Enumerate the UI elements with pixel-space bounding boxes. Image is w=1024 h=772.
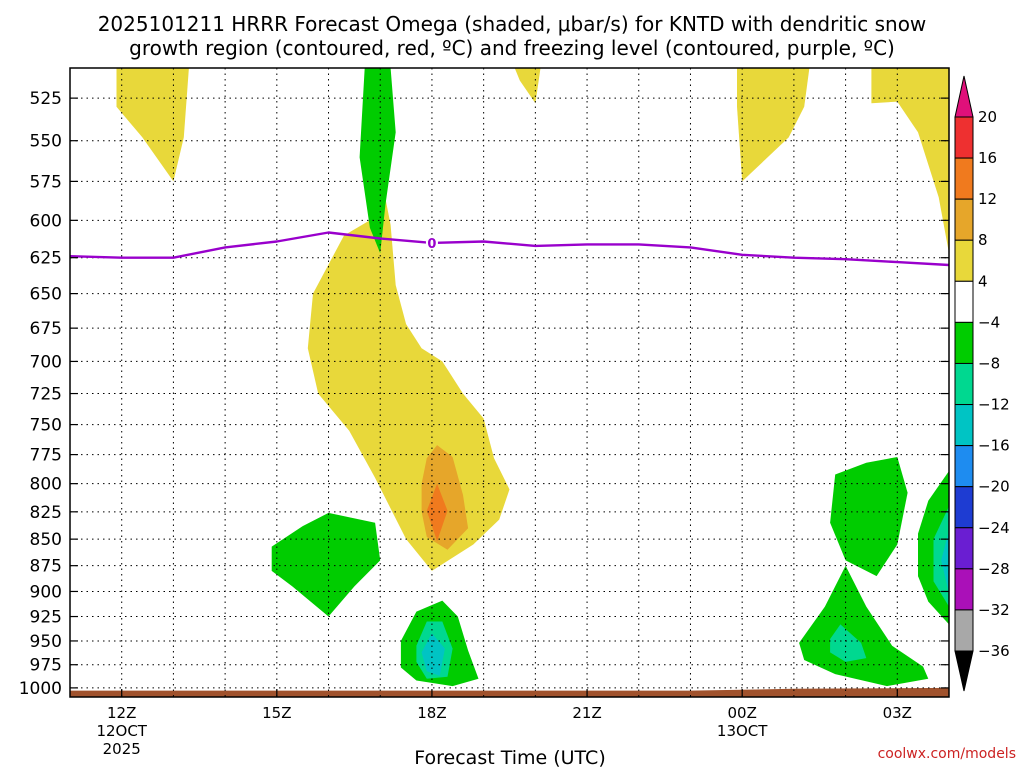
x-axis-label: Forecast Time (UTC) [414, 747, 605, 768]
colorbar-label: −28 [978, 560, 1010, 578]
x-tick-label: 21Z [572, 704, 601, 722]
y-tick-label: 575 [30, 172, 62, 192]
colorbar: 20 16 12 8 4 −4 −8 −12 −16 −20 −24 −28 −32 −36 [954, 75, 1010, 692]
y-tick-label: 800 [30, 475, 62, 495]
colorbar-bin [954, 527, 974, 570]
y-tick-label: 675 [30, 319, 62, 339]
freezing-level-line [70, 231, 949, 267]
colorbar-label: −36 [978, 642, 1010, 660]
y-tick-label: 775 [30, 446, 62, 466]
x-tick-date: 13OCT [717, 722, 768, 740]
colorbar-label: 8 [978, 231, 988, 249]
colorbar-label: 20 [978, 108, 997, 126]
y-tick-label: 950 [30, 632, 62, 652]
y-tick-label: 825 [30, 503, 62, 523]
y-axis: 525 550 575 600 625 650 675 700 725 750 775 800 825 8… [19, 89, 949, 699]
freezing-level-label-bg [425, 234, 438, 249]
freezing-level-label: 0 [427, 237, 436, 252]
y-tick-label: 875 [30, 557, 62, 577]
x-tick-date: 12OCT [96, 722, 147, 740]
colorbar-label: −20 [978, 478, 1010, 496]
y-tick-label: 750 [30, 416, 62, 436]
y-tick-label: 900 [30, 582, 62, 602]
y-tick-label: 700 [30, 352, 62, 372]
omega-negative-mid-left [271, 512, 381, 617]
y-tick-label: 1000 [19, 679, 62, 699]
plot-frame [69, 67, 950, 698]
chart-title-line1: 2025101211 HRRR Forecast Omega (shaded, … [98, 12, 927, 36]
y-tick-label: 975 [30, 656, 62, 676]
colorbar-bin [954, 280, 974, 323]
colorbar-label: −8 [978, 354, 1000, 372]
y-tick-label: 650 [30, 285, 62, 305]
ground-terrain [70, 687, 949, 697]
x-tick-year: 2025 [103, 740, 141, 758]
omega-negative-right-lower-10 [830, 624, 867, 662]
colorbar-bin [954, 321, 974, 364]
y-tick-label: 625 [30, 249, 62, 269]
omega-positive-upper-left [116, 68, 189, 182]
plot-area: 0 [69, 67, 950, 698]
colorbar-label: −12 [978, 396, 1010, 414]
x-tick-label: 15Z [262, 704, 291, 722]
y-tick-label: 925 [30, 608, 62, 628]
colorbar-bin [954, 609, 974, 652]
colorbar-bin [954, 116, 974, 159]
colorbar-label: −24 [978, 519, 1010, 537]
colorbar-bin [954, 568, 974, 611]
omega-negative-upper [359, 68, 396, 254]
y-tick-label: 525 [30, 89, 62, 109]
omega-negative-right-edge-10 [933, 506, 949, 607]
omega-positive-plume [307, 145, 510, 571]
x-tick-label: 12Z [107, 704, 136, 722]
colorbar-bin [954, 198, 974, 241]
x-tick-label: 18Z [417, 704, 446, 722]
colorbar-bottom-arrow [954, 650, 974, 692]
colorbar-label: 12 [978, 190, 997, 208]
omega-negative-low-center-14 [421, 633, 445, 676]
colorbar-label: −16 [978, 437, 1010, 455]
x-tick-label: 00Z [727, 704, 756, 722]
y-tick-label: 725 [30, 385, 62, 405]
credit-text: coolwx.com/models [878, 746, 1016, 762]
omega-positive-upper-right1 [737, 68, 810, 182]
colorbar-bin [954, 239, 974, 282]
omega-positive-upper-mid [514, 68, 541, 104]
omega-negative-right-lower [799, 565, 929, 687]
colorbar-label: 4 [978, 272, 988, 290]
colorbar-label: −32 [978, 601, 1010, 619]
y-tick-label: 550 [30, 132, 62, 152]
colorbar-label: −4 [978, 313, 1000, 331]
x-tick-label: 03Z [883, 704, 912, 722]
colorbar-bin [954, 445, 974, 488]
omega-negative-right-edge-14 [941, 530, 949, 594]
colorbar-bin [954, 404, 974, 447]
y-tick-label: 850 [30, 530, 62, 550]
colorbar-label: 16 [978, 149, 997, 167]
y-tick-label: 600 [30, 211, 62, 231]
colorbar-bin [954, 157, 974, 200]
colorbar-bin [954, 362, 974, 406]
omega-positive-upper-right2 [871, 68, 949, 254]
chart-title-line2: growth region (contoured, red, ºC) and f… [129, 36, 895, 60]
omega-negative-right-upper [830, 457, 908, 577]
colorbar-bin [954, 486, 974, 529]
